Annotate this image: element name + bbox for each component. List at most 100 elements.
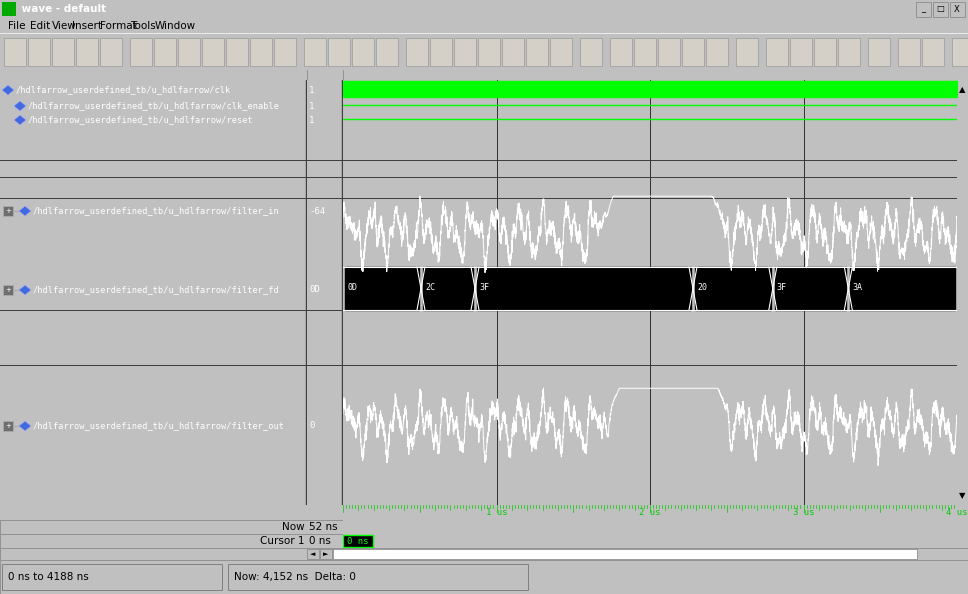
Polygon shape [14, 101, 26, 111]
Text: Cursor 1: Cursor 1 [260, 536, 305, 546]
Bar [343, 535, 373, 547]
Text: 52 ns: 52 ns [309, 522, 338, 532]
Bar [526, 38, 548, 66]
Text: /hdlfarrow_userdefined_tb/u_hdlfarrow/filter_fd: /hdlfarrow_userdefined_tb/u_hdlfarrow/fi… [33, 286, 280, 295]
Text: /hdlfarrow_userdefined_tb/u_hdlfarrow/filter_in: /hdlfarrow_userdefined_tb/u_hdlfarrow/fi… [33, 207, 280, 216]
Text: 0: 0 [309, 422, 315, 431]
Bar [130, 38, 152, 66]
Bar [76, 38, 98, 66]
Text: 0 ns to 4188 ns: 0 ns to 4188 ns [8, 572, 89, 582]
Bar [706, 38, 728, 66]
Bar [658, 38, 680, 66]
Text: □: □ [936, 5, 944, 14]
Bar [952, 38, 968, 66]
Bar [454, 38, 476, 66]
Text: File: File [8, 21, 25, 31]
Text: 2 us: 2 us [639, 508, 661, 517]
Text: 2C: 2C [425, 283, 435, 292]
Text: Tools: Tools [130, 21, 156, 31]
Polygon shape [14, 115, 26, 125]
Text: +: + [5, 287, 11, 293]
Text: Window: Window [155, 21, 197, 31]
Bar [226, 38, 248, 66]
Bar [100, 38, 122, 66]
Bar [736, 38, 758, 66]
Text: 0 ns: 0 ns [348, 536, 369, 545]
Text: 1: 1 [309, 86, 315, 94]
Bar [580, 38, 602, 66]
Text: Insert: Insert [72, 21, 102, 31]
Text: /hdlfarrow_userdefined_tb/u_hdlfarrow/clk: /hdlfarrow_userdefined_tb/u_hdlfarrow/cl… [16, 86, 231, 94]
Bar [610, 38, 632, 66]
Bar [766, 38, 788, 66]
Text: 0D: 0D [347, 283, 357, 292]
Bar [202, 38, 224, 66]
Bar [922, 38, 944, 66]
Bar [178, 38, 200, 66]
Bar [634, 38, 656, 66]
Bar [406, 38, 428, 66]
Bar [950, 2, 965, 17]
Text: /hdlfarrow_userdefined_tb/u_hdlfarrow/reset: /hdlfarrow_userdefined_tb/u_hdlfarrow/re… [28, 115, 254, 125]
Text: 3F: 3F [776, 283, 787, 292]
Text: /hdlfarrow_userdefined_tb/u_hdlfarrow/filter_out: /hdlfarrow_userdefined_tb/u_hdlfarrow/fi… [33, 422, 285, 431]
Bar [320, 549, 332, 559]
Polygon shape [2, 85, 14, 95]
Text: 3A: 3A [852, 283, 862, 292]
Text: 1 us: 1 us [486, 508, 507, 517]
Bar [228, 564, 528, 590]
Bar [154, 38, 176, 66]
Bar [3, 285, 13, 295]
Bar [376, 38, 398, 66]
Bar [814, 38, 836, 66]
Bar [838, 38, 860, 66]
Bar [307, 549, 319, 559]
Text: Now: 4,152 ns  Delta: 0: Now: 4,152 ns Delta: 0 [234, 572, 356, 582]
Text: +: + [5, 208, 11, 214]
Text: ▲: ▲ [959, 85, 966, 94]
Polygon shape [19, 421, 31, 431]
Bar [304, 38, 326, 66]
Bar [250, 38, 272, 66]
Bar [478, 38, 500, 66]
Bar [898, 38, 920, 66]
Text: 1: 1 [309, 115, 315, 125]
Text: 3 us: 3 us [793, 508, 814, 517]
Text: 0D: 0D [309, 286, 319, 295]
Text: ◄: ◄ [311, 551, 316, 557]
Bar [28, 38, 50, 66]
Bar [682, 38, 704, 66]
Text: /hdlfarrow_userdefined_tb/u_hdlfarrow/clk_enable: /hdlfarrow_userdefined_tb/u_hdlfarrow/cl… [28, 102, 280, 110]
Bar [933, 2, 948, 17]
Bar [52, 38, 74, 66]
Bar [430, 38, 452, 66]
Bar [3, 206, 13, 216]
Text: ▼: ▼ [959, 491, 966, 500]
Bar [868, 38, 890, 66]
Bar [4, 38, 26, 66]
Bar [274, 38, 296, 66]
Bar [2, 2, 16, 16]
Text: wave - default: wave - default [18, 4, 106, 14]
Polygon shape [19, 206, 31, 216]
Bar [790, 38, 812, 66]
Text: 1: 1 [309, 102, 315, 110]
Bar [328, 38, 350, 66]
Text: -64: -64 [309, 207, 325, 216]
Bar [502, 38, 524, 66]
Text: Edit: Edit [30, 21, 50, 31]
Text: Now: Now [283, 522, 305, 532]
Bar [916, 2, 931, 17]
Text: View: View [52, 21, 76, 31]
Text: 0 ns: 0 ns [309, 536, 331, 546]
Bar [352, 38, 374, 66]
Text: 3F: 3F [479, 283, 489, 292]
Text: X: X [954, 5, 960, 14]
Bar [550, 38, 572, 66]
Text: Format: Format [100, 21, 136, 31]
Text: _: _ [921, 5, 925, 14]
Text: 20: 20 [697, 283, 707, 292]
Text: 4 us: 4 us [947, 508, 968, 517]
Bar [2, 564, 222, 590]
Bar [333, 549, 917, 559]
